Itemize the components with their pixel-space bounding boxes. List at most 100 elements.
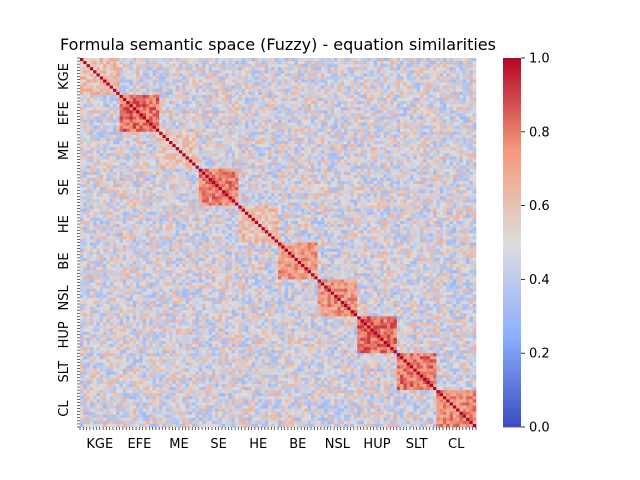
heatmap-cell (410, 147, 414, 151)
heatmap-cell (103, 70, 107, 74)
heatmap-cell (238, 82, 242, 86)
heatmap-cell (297, 147, 302, 151)
heatmap-cell (304, 104, 308, 108)
heatmap-cell (261, 156, 266, 160)
heatmap-cell (462, 134, 467, 139)
heatmap-cell (103, 150, 107, 154)
heatmap-cell (165, 156, 170, 160)
heatmap-cell (469, 82, 473, 86)
heatmap-cell (469, 159, 473, 163)
heatmap-cell (93, 110, 97, 114)
heatmap-cell (268, 174, 272, 179)
heatmap-cell (291, 85, 295, 90)
heatmap-cell (363, 137, 368, 142)
heatmap-cell (122, 107, 127, 111)
heatmap-cell (294, 174, 299, 179)
heatmap-cell (347, 58, 351, 62)
heatmap-cell (311, 94, 315, 99)
heatmap-cell (248, 181, 252, 185)
heatmap-cell (443, 165, 447, 170)
heatmap-cell (347, 76, 351, 80)
heatmap-cell (347, 144, 351, 148)
heatmap-cell (152, 76, 157, 80)
heatmap-cell (393, 122, 398, 126)
heatmap-cell (254, 184, 259, 188)
heatmap-cell (169, 144, 173, 148)
heatmap-cell (175, 122, 180, 126)
heatmap-cell (466, 131, 470, 136)
heatmap-cell (205, 153, 209, 157)
heatmap-cell (281, 131, 285, 136)
heatmap-cell (89, 73, 94, 77)
heatmap-cell (116, 141, 120, 145)
heatmap-cell (324, 137, 328, 142)
heatmap-cell (113, 144, 117, 148)
heatmap-cell (449, 91, 454, 96)
heatmap-cell (377, 82, 381, 86)
heatmap-cell (96, 122, 101, 126)
heatmap-cell (264, 107, 269, 111)
heatmap-cell (271, 79, 275, 83)
heatmap-cell (327, 70, 332, 74)
heatmap-cell (221, 159, 226, 163)
heatmap-cell (281, 134, 285, 139)
heatmap-cell (113, 165, 117, 170)
heatmap-cell (419, 131, 424, 136)
heatmap-cell (403, 67, 407, 71)
heatmap-cell (172, 67, 176, 71)
heatmap-cell (370, 88, 374, 93)
heatmap-cell (208, 79, 213, 83)
heatmap-cell (380, 67, 384, 71)
heatmap-cell (327, 94, 332, 99)
heatmap-cell (93, 137, 97, 142)
heatmap-cell (357, 88, 361, 93)
heatmap-cell (423, 79, 427, 83)
heatmap-cell (271, 147, 275, 151)
heatmap-cell (426, 119, 431, 123)
heatmap-cell (96, 153, 101, 157)
heatmap-cell (103, 156, 107, 160)
heatmap-cell (228, 171, 233, 176)
heatmap-cell (314, 150, 318, 154)
heatmap-cell (202, 58, 206, 62)
heatmap-cell (433, 171, 437, 176)
heatmap-cell (294, 147, 299, 151)
heatmap-cell (122, 73, 127, 77)
heatmap-cell (472, 88, 477, 93)
heatmap-cell (254, 82, 259, 86)
heatmap-cell (400, 67, 404, 71)
heatmap-cell (340, 58, 345, 62)
heatmap-cell (268, 153, 272, 157)
heatmap-cell (337, 147, 341, 151)
heatmap-cell (410, 58, 414, 62)
heatmap-cell (202, 128, 206, 133)
heatmap-cell (446, 165, 450, 170)
heatmap-cell (416, 64, 421, 68)
heatmap-cell (146, 73, 150, 77)
heatmap-cell (155, 97, 160, 102)
heatmap-cell (472, 113, 477, 117)
heatmap-cell (320, 141, 325, 145)
heatmap-cell (271, 70, 275, 74)
heatmap-cell (301, 101, 305, 105)
heatmap-cell (287, 88, 292, 93)
heatmap-cell (238, 137, 242, 142)
heatmap-cell (83, 88, 87, 93)
heatmap-cell (119, 174, 124, 179)
heatmap-cell (274, 61, 279, 65)
heatmap-cell (449, 131, 454, 136)
heatmap-cell (119, 131, 124, 136)
heatmap-cell (429, 128, 434, 133)
heatmap-cell (258, 134, 262, 139)
heatmap-cell (231, 119, 236, 123)
heatmap-cell (254, 181, 259, 185)
heatmap-cell (334, 94, 338, 99)
heatmap-cell (393, 168, 398, 173)
heatmap-cell (195, 85, 200, 90)
heatmap-cell (139, 162, 143, 166)
heatmap-cell (400, 134, 404, 139)
heatmap-cell (334, 73, 338, 77)
heatmap-cell (386, 168, 391, 173)
heatmap-cell (287, 107, 292, 111)
heatmap-cell (419, 119, 424, 123)
